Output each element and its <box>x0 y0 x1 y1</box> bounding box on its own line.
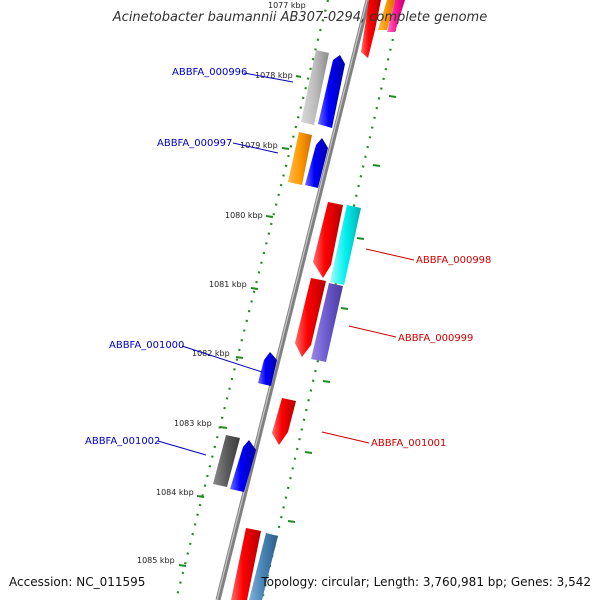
tick-label-1082: 1082 kbp <box>192 349 230 358</box>
tick-label-1084: 1084 kbp <box>156 488 194 497</box>
gene-feature-bottom-red[interactable] <box>231 528 261 600</box>
gene-feature-top-red[interactable] <box>361 0 381 58</box>
tick-label-1085: 1085 kbp <box>137 556 175 565</box>
genome-summary-text: Topology: circular; Length: 3,760,981 bp… <box>261 575 591 589</box>
genome-title: Acinetobacter baumannii AB307-0294, comp… <box>112 10 488 25</box>
gene-label-000997[interactable]: ABBFA_000997 <box>157 138 232 149</box>
gene-label-001002[interactable]: ABBFA_001002 <box>85 436 160 447</box>
gene-feature-bottom-steel[interactable] <box>249 533 278 600</box>
gene-feature-blue-996[interactable] <box>318 55 345 128</box>
gene-feature-orange-997[interactable] <box>288 132 312 185</box>
tick-label-1078: 1078 kbp <box>255 71 293 80</box>
gene-label-000999[interactable]: ABBFA_000999 <box>398 333 473 344</box>
gene-feature-red-1001[interactable] <box>272 398 296 445</box>
gene-feature-top-pink[interactable] <box>387 0 405 32</box>
genome-backbone <box>215 0 371 600</box>
tick-label-1080: 1080 kbp <box>225 211 263 220</box>
label-leader-lines <box>157 72 415 456</box>
gene-feature-red-998[interactable] <box>313 202 343 278</box>
tick-marks <box>178 75 302 567</box>
gene-feature-blue-1000[interactable] <box>258 352 277 386</box>
gene-feature-gray-996[interactable] <box>301 50 329 125</box>
gene-feature-blue-997[interactable] <box>305 138 328 188</box>
gene-label-000996[interactable]: ABBFA_000996 <box>172 67 247 78</box>
gene-feature-purple-999[interactable] <box>311 283 343 362</box>
tick-label-1079: 1079 kbp <box>240 141 278 150</box>
gene-label-001001[interactable]: ABBFA_001001 <box>371 438 446 449</box>
outer-tick-marks <box>287 95 397 523</box>
gene-label-001000[interactable]: ABBFA_001000 <box>109 340 184 351</box>
tick-label-1083: 1083 kbp <box>174 419 212 428</box>
gene-label-000998[interactable]: ABBFA_000998 <box>416 255 491 266</box>
gene-feature-blue-1002[interactable] <box>230 440 256 492</box>
gene-feature-dark-1002[interactable] <box>213 435 240 487</box>
inner-dotted-ring <box>174 0 330 600</box>
accession-text: Accession: NC_011595 <box>9 575 146 589</box>
tick-label-1077: 1077 kbp <box>268 1 306 10</box>
gene-feature-top-orange[interactable] <box>378 0 395 30</box>
tick-label-1081: 1081 kbp <box>209 280 247 289</box>
gene-feature-cyan-998[interactable] <box>330 205 361 285</box>
gene-feature-red-999[interactable] <box>295 278 326 357</box>
